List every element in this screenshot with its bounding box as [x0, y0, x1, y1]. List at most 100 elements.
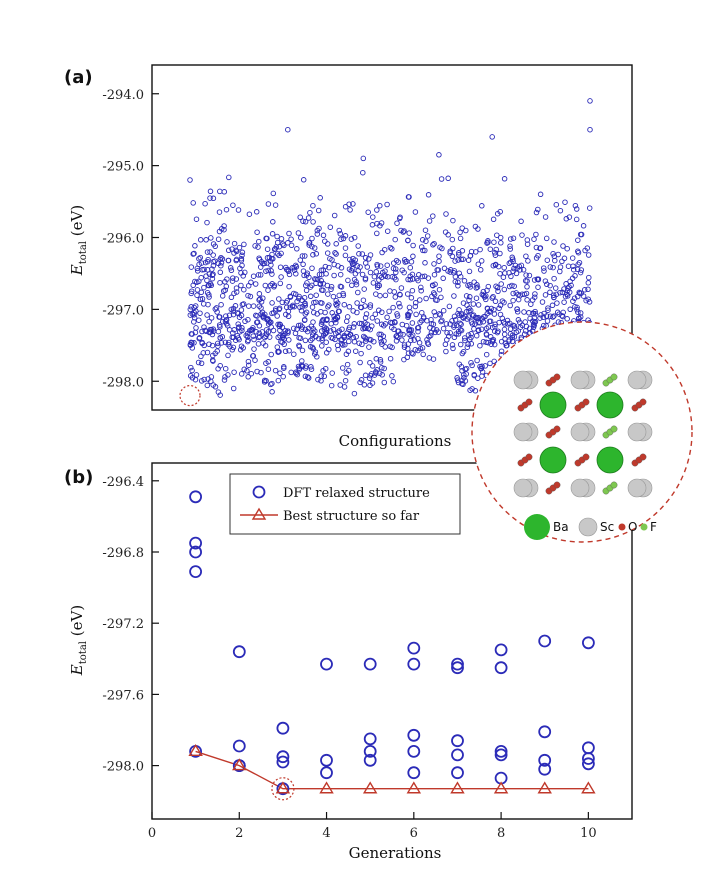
- config-point: [323, 316, 330, 323]
- dft-point: [494, 745, 508, 758]
- config-point: [572, 202, 579, 209]
- config-point: [307, 209, 313, 216]
- config-point: [378, 339, 385, 345]
- config-point: [307, 293, 314, 300]
- panel-a-x-axis-title: Configurations: [339, 432, 452, 450]
- config-point: [204, 382, 211, 389]
- config-point: [187, 306, 194, 313]
- config-point: [356, 320, 363, 327]
- config-point: [328, 283, 335, 290]
- config-point: [524, 297, 530, 303]
- config-point: [310, 219, 316, 225]
- config-point: [244, 368, 250, 374]
- config-point: [575, 237, 581, 243]
- config-point: [489, 337, 495, 343]
- config-point: [369, 315, 376, 321]
- config-point: [218, 340, 225, 346]
- config-point: [335, 329, 341, 336]
- config-point: [346, 304, 353, 310]
- config-point: [564, 316, 570, 322]
- config-point: [294, 298, 300, 305]
- config-point: [346, 324, 353, 331]
- config-point: [336, 227, 342, 234]
- config-point: [483, 325, 490, 332]
- config-point: [470, 301, 477, 307]
- config-point: [348, 236, 355, 242]
- config-point: [254, 368, 260, 375]
- config-point: [483, 339, 489, 345]
- config-point: [236, 244, 243, 251]
- config-point: [208, 235, 214, 241]
- config-point: [490, 216, 497, 223]
- config-point: [477, 320, 483, 326]
- config-point: [223, 283, 230, 290]
- config-point: [419, 273, 425, 280]
- dft-point: [451, 661, 464, 675]
- config-point: [341, 301, 348, 308]
- config-point: [413, 311, 419, 318]
- config-point: [494, 329, 501, 336]
- config-point: [328, 286, 334, 293]
- sc-atom: [513, 478, 533, 498]
- config-point: [245, 362, 252, 368]
- config-point: [300, 218, 306, 224]
- config-point: [372, 311, 379, 317]
- sc-atom: [627, 422, 647, 442]
- config-point: [318, 321, 325, 327]
- config-point: [450, 345, 456, 352]
- config-point: [450, 217, 456, 224]
- config-point: [587, 98, 593, 104]
- config-point: [567, 278, 573, 285]
- config-point: [276, 296, 282, 302]
- config-point: [269, 271, 275, 277]
- config-point: [268, 324, 274, 330]
- config-point: [217, 335, 224, 341]
- config-point: [286, 337, 292, 343]
- config-point: [507, 259, 514, 265]
- config-point: [315, 376, 321, 383]
- config-point: [489, 295, 495, 301]
- config-point: [409, 320, 416, 326]
- config-point: [498, 348, 505, 354]
- config-point: [485, 239, 491, 246]
- config-point: [328, 321, 334, 327]
- config-point: [480, 288, 487, 295]
- panel-a: (a) -294.0 -295.0 -296.0 -297.0 -298.0 Confi…: [64, 64, 633, 450]
- config-point: [241, 366, 247, 373]
- config-point: [387, 319, 394, 326]
- config-point: [341, 384, 348, 390]
- config-point: [547, 264, 554, 270]
- config-point: [583, 297, 589, 304]
- config-point: [324, 241, 331, 247]
- config-point: [539, 299, 546, 305]
- config-point: [484, 240, 490, 246]
- config-point: [339, 365, 346, 371]
- config-point: [255, 341, 262, 347]
- config-point: [225, 352, 231, 359]
- best-point: [493, 781, 509, 794]
- config-point: [401, 228, 407, 234]
- config-point: [190, 282, 196, 289]
- config-point: [494, 232, 500, 238]
- config-point: [202, 200, 208, 207]
- config-point: [275, 321, 281, 328]
- config-point: [331, 261, 337, 268]
- dft-point: [276, 755, 290, 769]
- panel-b-x-axis-title: Generations: [349, 844, 442, 862]
- dft-point: [320, 753, 333, 767]
- config-point: [212, 350, 218, 357]
- config-point: [484, 287, 490, 294]
- config-point: [415, 347, 421, 354]
- config-point: [578, 231, 585, 238]
- config-point: [549, 302, 556, 309]
- config-point: [342, 252, 349, 259]
- config-point: [431, 240, 437, 247]
- config-point: [422, 227, 429, 233]
- config-point: [351, 338, 358, 345]
- config-point: [367, 304, 373, 310]
- config-point: [326, 302, 332, 308]
- config-point: [320, 332, 327, 338]
- config-point: [381, 379, 388, 386]
- config-point: [509, 338, 516, 345]
- config-point: [585, 252, 592, 258]
